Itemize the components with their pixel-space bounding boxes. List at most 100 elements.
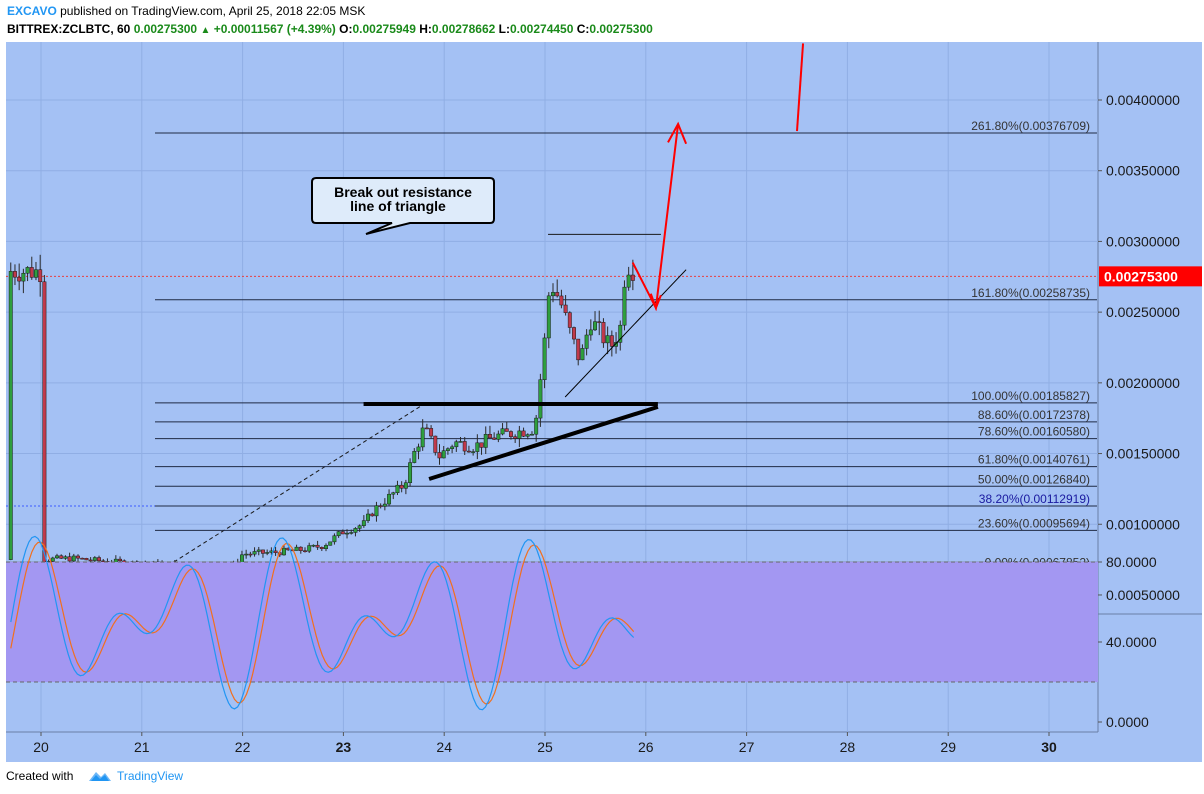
candle-body[interactable] [88,559,93,562]
candle-body[interactable] [256,549,261,552]
candle-body[interactable] [282,547,286,556]
candle-body[interactable] [441,450,446,459]
candle-body[interactable] [424,427,429,430]
candle-body[interactable] [593,321,597,331]
candle-body[interactable] [487,434,492,439]
candle-body[interactable] [17,276,22,282]
candle-body[interactable] [521,430,526,437]
candle-body[interactable] [101,560,106,563]
candle-body[interactable] [38,269,43,283]
candle-body[interactable] [336,531,341,537]
candle-body[interactable] [614,342,618,347]
candle-body[interactable] [303,550,307,552]
candle-body[interactable] [437,452,442,459]
candle-body[interactable] [471,451,476,453]
candle-body[interactable] [584,334,589,349]
candle-body[interactable] [370,513,375,517]
candle-body[interactable] [504,428,509,432]
candle-body[interactable] [492,437,497,440]
candle-body[interactable] [294,546,299,551]
candle-body[interactable] [475,442,480,452]
candle-body[interactable] [605,335,610,344]
candle-body[interactable] [445,448,450,451]
candle-body[interactable] [546,295,551,339]
tradingview-brand[interactable]: TradingView [117,769,184,783]
stochastic-oscillator[interactable] [6,535,1098,711]
candle-body[interactable] [412,451,417,463]
candle-body[interactable] [324,545,328,550]
candle-body[interactable] [55,555,59,559]
candle-body[interactable] [509,431,513,437]
candle-body[interactable] [118,558,122,562]
candle-body[interactable] [391,492,396,495]
candle-body[interactable] [84,558,89,561]
candle-body[interactable] [328,541,333,546]
candle-body[interactable] [21,272,26,282]
candle-body[interactable] [13,271,17,278]
candle-body[interactable] [626,274,631,288]
candle-body[interactable] [630,274,635,281]
candle-body[interactable] [555,292,560,297]
candle-body[interactable] [67,556,72,562]
candle-body[interactable] [50,557,55,562]
candle-body[interactable] [618,324,623,343]
candle-body[interactable] [97,557,101,562]
candle-body[interactable] [92,557,97,561]
candle-body[interactable] [273,550,278,553]
candle-body[interactable] [353,528,358,533]
tradingview-logo-icon[interactable] [88,769,112,788]
price-axis-panel[interactable] [1098,42,1202,732]
candle-body[interactable] [8,271,13,560]
candle-body[interactable] [542,337,547,380]
candle-body[interactable] [71,555,76,562]
candle-body[interactable] [29,267,34,278]
candle-body[interactable] [261,549,265,554]
candle-body[interactable] [349,532,354,534]
candle-body[interactable] [25,267,30,274]
candle-body[interactable] [420,427,425,448]
candle-body[interactable] [59,555,64,559]
candle-body[interactable] [248,553,253,556]
candle-body[interactable] [395,484,400,493]
candle-body[interactable] [345,532,349,535]
candle-body[interactable] [479,442,484,448]
fib-retracement[interactable]: 261.80%(0.00376709) 161.80%(0.00258735) 10… [155,119,1097,571]
candle-body[interactable] [76,555,80,559]
candle-body[interactable] [513,436,518,439]
candle-body[interactable] [399,484,404,489]
candle-body[interactable] [340,531,345,535]
candle-body[interactable] [597,321,602,323]
candle-body[interactable] [530,433,534,436]
candle-body[interactable] [244,553,249,556]
candle-body[interactable] [483,434,488,448]
chart-canvas[interactable]: 261.80%(0.00376709) 161.80%(0.00258735) 10… [0,40,1204,762]
candle-body[interactable] [332,535,337,543]
candle-body[interactable] [378,505,383,507]
candle-body[interactable] [534,417,539,435]
candle-body[interactable] [408,462,413,483]
last-price-marker[interactable] [1099,266,1202,287]
candle-body[interactable] [80,557,85,560]
price-pane[interactable] [6,42,1098,614]
candle-body[interactable] [374,505,379,517]
candle-body[interactable] [429,428,434,437]
stoch-k-line[interactable] [10,535,635,711]
candle-body[interactable] [382,503,387,507]
author-name[interactable]: EXCAVO [7,4,57,18]
candle-body[interactable] [551,292,555,297]
candle-body[interactable] [580,348,585,361]
candle-body[interactable] [622,286,627,326]
candle-body[interactable] [572,327,576,340]
candle-body[interactable] [361,520,366,526]
candle-body[interactable] [538,379,543,419]
candle-body[interactable] [454,441,459,448]
date-axis-panel[interactable] [6,732,1202,762]
candle-body[interactable] [500,428,505,435]
candle-body[interactable] [63,556,68,559]
candle-body[interactable] [563,304,568,313]
annotation-callout[interactable]: Break out resistance line of triangle [311,177,495,235]
candle-body[interactable] [458,441,463,443]
candle-body[interactable] [517,430,522,439]
candle-body[interactable] [496,433,501,440]
candle-body[interactable] [319,547,324,550]
